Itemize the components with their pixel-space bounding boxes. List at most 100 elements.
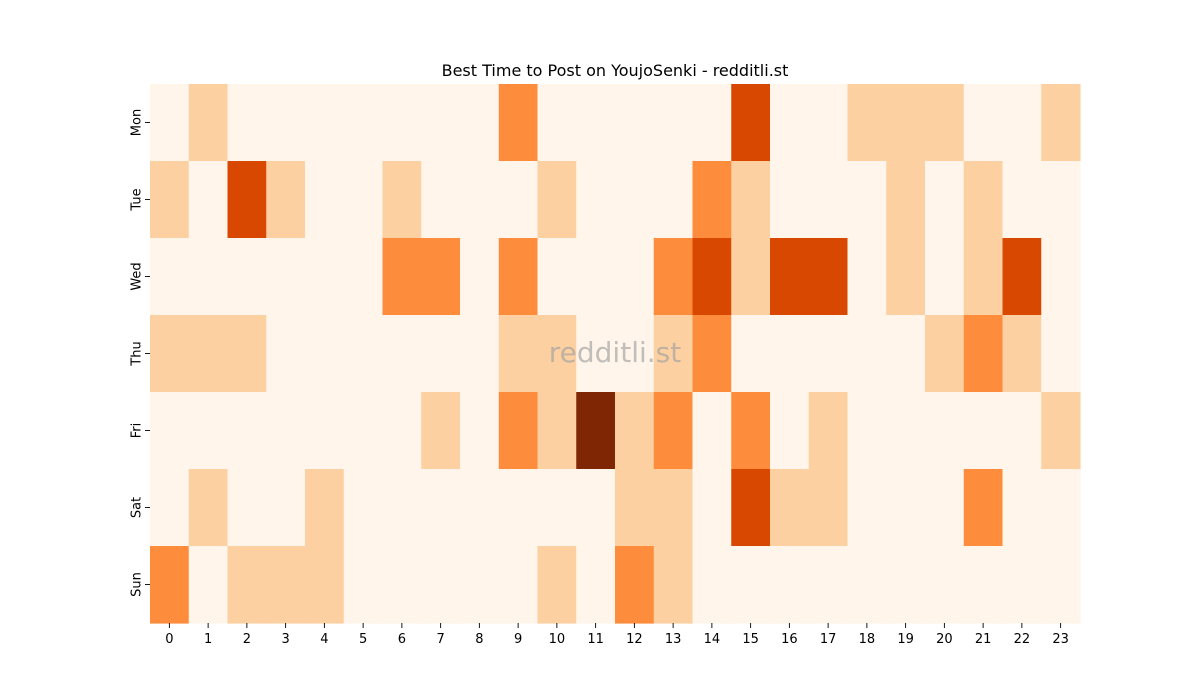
heatmap-cell-mon-23 [1041, 84, 1081, 162]
heatmap-cell-tue-16 [770, 161, 810, 239]
heatmap-cell-thu-20 [925, 315, 965, 393]
heatmap-cell-sat-15 [731, 469, 771, 547]
heatmap-cells [150, 84, 1081, 624]
heatmap-cell-mon-2 [227, 84, 267, 162]
heatmap-cell-sun-4 [305, 546, 345, 624]
heatmap-cell-fri-3 [266, 392, 306, 470]
x-tick-label: 23 [1052, 632, 1069, 647]
heatmap-cell-tue-21 [963, 161, 1004, 239]
heatmap-cell-thu-3 [266, 315, 306, 393]
heatmap-cell-sat-16 [770, 469, 810, 547]
heatmap-cell-sat-10 [537, 469, 577, 547]
x-tick-label: 9 [514, 632, 522, 647]
heatmap-cell-thu-12 [615, 315, 655, 393]
heatmap-cell-mon-1 [188, 84, 229, 162]
heatmap-cell-sat-1 [188, 469, 229, 547]
x-tick-label: 21 [975, 632, 992, 647]
heatmap-cell-sat-2 [227, 469, 267, 547]
heatmap-cell-tue-11 [576, 161, 616, 239]
y-tick-label: Thu [130, 341, 145, 366]
x-tick-label: 14 [704, 632, 721, 647]
heatmap-cell-wed-4 [305, 238, 345, 316]
heatmap-cell-tue-18 [847, 161, 887, 239]
x-tick-label: 0 [165, 632, 173, 647]
heatmap-cell-wed-5 [343, 238, 384, 316]
heatmap-cell-sat-3 [266, 469, 306, 547]
heatmap-cell-thu-9 [498, 315, 539, 393]
heatmap-cell-mon-18 [847, 84, 887, 162]
heatmap-cell-fri-2 [227, 392, 267, 470]
heatmap-cell-sun-0 [150, 546, 190, 624]
heatmap-cell-tue-5 [343, 161, 384, 239]
heatmap-cell-tue-4 [305, 161, 345, 239]
heatmap-cell-wed-10 [537, 238, 577, 316]
heatmap-cell-sat-6 [382, 469, 422, 547]
x-tick-label: 1 [204, 632, 212, 647]
heatmap-cell-wed-0 [150, 238, 190, 316]
heatmap-cell-fri-21 [963, 392, 1004, 470]
heatmap-cell-mon-3 [266, 84, 306, 162]
heatmap-cell-wed-19 [886, 238, 926, 316]
heatmap-cell-mon-7 [421, 84, 461, 162]
heatmap-cell-sun-12 [615, 546, 655, 624]
heatmap-cell-tue-22 [1002, 161, 1042, 239]
heatmap-cell-wed-16 [770, 238, 810, 316]
heatmap-cell-tue-20 [925, 161, 965, 239]
heatmap-cell-sun-11 [576, 546, 616, 624]
heatmap-cell-fri-23 [1041, 392, 1081, 470]
heatmap-cell-sun-9 [498, 546, 539, 624]
heatmap-cell-fri-16 [770, 392, 810, 470]
heatmap-cell-fri-10 [537, 392, 577, 470]
heatmap-cell-thu-22 [1002, 315, 1042, 393]
heatmap-cell-thu-19 [886, 315, 926, 393]
heatmap-cell-sat-11 [576, 469, 616, 547]
heatmap-cell-mon-9 [498, 84, 539, 162]
heatmap-cell-sun-8 [460, 546, 500, 624]
heatmap-cell-sun-21 [963, 546, 1004, 624]
heatmap-cell-sat-14 [692, 469, 732, 547]
heatmap-cell-tue-2 [227, 161, 267, 239]
heatmap-cell-thu-14 [692, 315, 732, 393]
heatmap-cell-thu-13 [653, 315, 694, 393]
heatmap-cell-wed-13 [653, 238, 694, 316]
heatmap-cell-thu-11 [576, 315, 616, 393]
heatmap-cell-tue-3 [266, 161, 306, 239]
heatmap-cell-thu-17 [808, 315, 849, 393]
heatmap-cell-mon-13 [653, 84, 694, 162]
heatmap-cell-tue-7 [421, 161, 461, 239]
heatmap-cell-mon-4 [305, 84, 345, 162]
x-tick-label: 22 [1014, 632, 1031, 647]
heatmap-cell-tue-10 [537, 161, 577, 239]
heatmap-cell-thu-2 [227, 315, 267, 393]
heatmap-cell-fri-0 [150, 392, 190, 470]
x-tick-label: 10 [549, 632, 566, 647]
heatmap-cell-wed-3 [266, 238, 306, 316]
heatmap-cell-tue-0 [150, 161, 190, 239]
heatmap-cell-mon-16 [770, 84, 810, 162]
heatmap-cell-sun-19 [886, 546, 926, 624]
heatmap-cell-tue-14 [692, 161, 732, 239]
heatmap-cell-wed-2 [227, 238, 267, 316]
heatmap-cell-sun-14 [692, 546, 732, 624]
heatmap-cell-fri-20 [925, 392, 965, 470]
heatmap-cell-sat-20 [925, 469, 965, 547]
x-axis: 0 1 2 3 4 5 6 7 8 9 10 11 12 13 14 15 16 17 18 19 20 21 22 23 [165, 623, 1069, 647]
heatmap-cell-wed-21 [963, 238, 1004, 316]
heatmap-cell-sun-13 [653, 546, 694, 624]
heatmap-cell-tue-19 [886, 161, 926, 239]
heatmap-cell-thu-23 [1041, 315, 1081, 393]
y-tick-label: Mon [130, 109, 145, 136]
heatmap-cell-thu-8 [460, 315, 500, 393]
heatmap-cell-fri-15 [731, 392, 771, 470]
heatmap-cell-sun-23 [1041, 546, 1081, 624]
heatmap-cell-thu-4 [305, 315, 345, 393]
y-tick-label: Wed [130, 262, 145, 290]
heatmap-cell-sat-5 [343, 469, 384, 547]
heatmap-cell-mon-14 [692, 84, 732, 162]
heatmap-cell-sat-4 [305, 469, 345, 547]
heatmap-cell-thu-7 [421, 315, 461, 393]
heatmap-cell-fri-6 [382, 392, 422, 470]
heatmap-cell-mon-5 [343, 84, 384, 162]
heatmap-cell-fri-22 [1002, 392, 1042, 470]
